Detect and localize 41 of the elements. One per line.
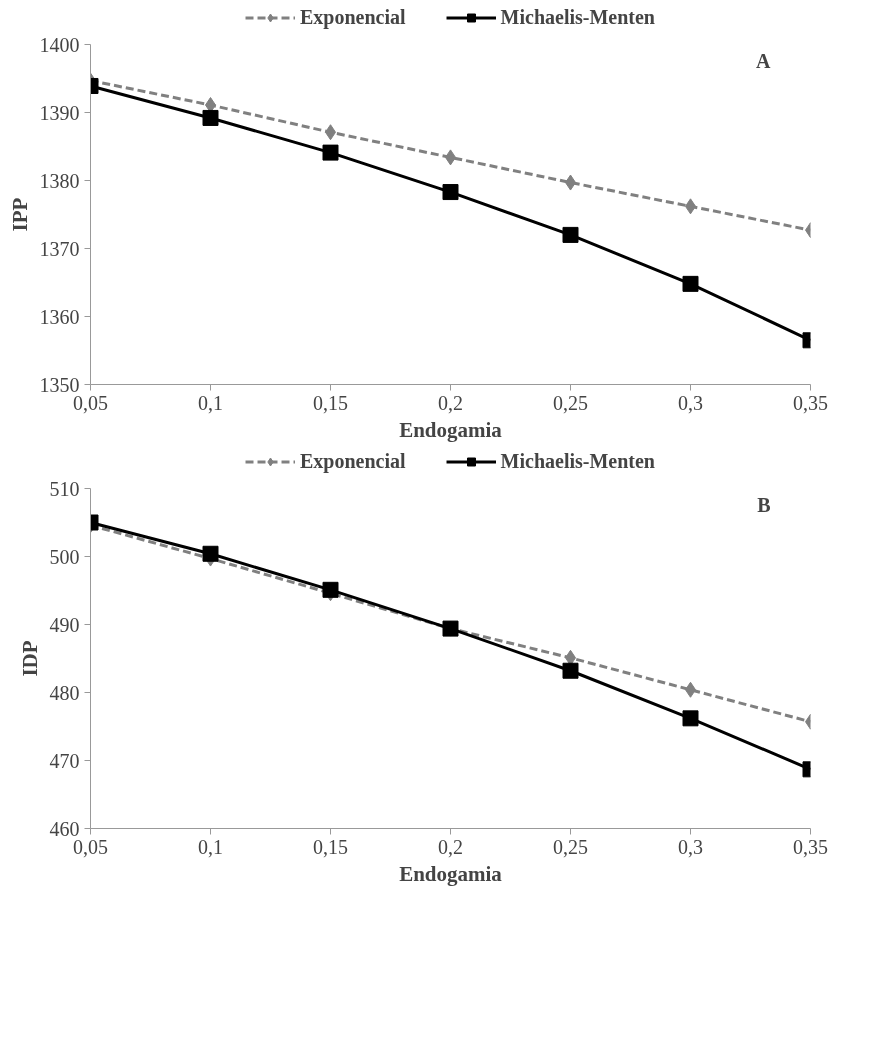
legend-label: Exponencial — [300, 5, 406, 29]
y-tick-label: 1360 — [39, 305, 80, 328]
x-axis-title: Endogamia — [399, 417, 503, 442]
x-tick-label: 0,2 — [438, 391, 463, 414]
x-tick-label: 0,1 — [198, 835, 223, 858]
legend-label: Exponencial — [300, 449, 406, 473]
x-tick-label: 0,25 — [553, 835, 588, 858]
x-tick-label: 0,35 — [793, 391, 828, 414]
x-tick-label: 0,2 — [438, 835, 463, 858]
y-axis-title: IDP — [17, 640, 42, 677]
annotation: B — [757, 493, 771, 516]
point — [202, 545, 219, 562]
y-tick-label: 510 — [49, 477, 80, 500]
y-tick-label: 1380 — [39, 169, 80, 192]
legend-label: Michaelis-Menten — [500, 5, 655, 29]
x-tick-label: 0,35 — [793, 835, 828, 858]
x-axis-title: Endogamia — [399, 861, 503, 886]
x-tick-label: 0,1 — [198, 391, 223, 414]
point — [322, 144, 339, 161]
point — [202, 109, 219, 126]
point — [442, 184, 459, 201]
x-tick-label: 0,15 — [313, 835, 348, 858]
point — [322, 581, 339, 598]
x-tick-label: 0,15 — [313, 391, 348, 414]
y-axis-title: IPP — [7, 197, 32, 232]
x-tick-label: 0,3 — [678, 391, 703, 414]
y-tick-label: 490 — [49, 613, 80, 636]
y-tick-label: 500 — [49, 545, 80, 568]
legend-label: Michaelis-Menten — [500, 449, 655, 473]
annotation: A — [756, 49, 772, 72]
point — [562, 226, 579, 243]
x-tick-label: 0,3 — [678, 835, 703, 858]
y-tick-label: 470 — [49, 749, 80, 772]
point — [682, 710, 699, 727]
y-tick-label: 480 — [49, 681, 80, 704]
y-tick-label: 1370 — [39, 237, 80, 260]
x-tick-label: 0,25 — [553, 391, 588, 414]
y-tick-label: 1400 — [39, 33, 80, 56]
point — [682, 275, 699, 292]
point — [562, 662, 579, 679]
y-tick-label: 1390 — [39, 101, 80, 124]
